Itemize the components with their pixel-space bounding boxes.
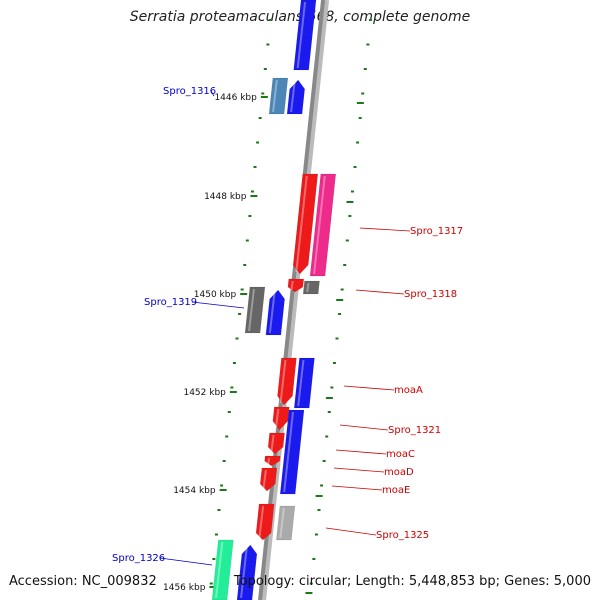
gene-arrow[interactable] <box>286 79 305 115</box>
gene-arrow-moaC[interactable] <box>267 432 285 455</box>
leader-line <box>210 90 215 97</box>
gene-arrow-Spro_1326[interactable] <box>211 539 234 600</box>
gene-highlight <box>240 546 248 599</box>
gene-highlight <box>279 359 287 404</box>
gene-arrow[interactable] <box>236 544 258 600</box>
leader-line <box>343 385 395 391</box>
label-leader-lines: Spro_1316 Spro_1317 Spro_1318 Spro_1319 moaA… <box>112 86 463 566</box>
tick-label: 1446 kbp <box>214 93 257 103</box>
gene-arrow-Spro_1321[interactable] <box>272 406 290 431</box>
gene-arrow-Spro_1318[interactable] <box>287 278 305 293</box>
gene-label[interactable]: Spro_1319 <box>144 297 197 308</box>
gene-arrow[interactable] <box>265 289 285 336</box>
leader-line <box>159 557 213 566</box>
gene-arrow[interactable] <box>255 503 275 541</box>
gene-label[interactable]: Spro_1325 <box>376 530 429 541</box>
leader-line <box>191 301 245 309</box>
genome-summary-text: Topology: circular; Length: 5,448,853 bp… <box>233 574 591 589</box>
tick-label: 1450 kbp <box>194 290 237 300</box>
gene-label[interactable]: moaC <box>386 449 415 460</box>
leader-line <box>331 485 383 491</box>
gene-highlight <box>274 408 280 429</box>
gene-label[interactable]: moaE <box>382 485 410 496</box>
gene-arrow[interactable] <box>279 409 305 495</box>
gene-arrow[interactable] <box>293 0 317 71</box>
gene-highlight <box>306 282 310 293</box>
gene-arrow-Spro_1316[interactable] <box>268 77 289 115</box>
gene-highlight <box>283 411 294 493</box>
leader-line <box>335 449 387 455</box>
gene-label[interactable]: moaA <box>394 385 423 396</box>
gene-highlight <box>290 280 294 291</box>
accession-text: Accession: NC_009832 <box>9 574 157 589</box>
tick-label: 1454 kbp <box>173 486 216 496</box>
gene-highlight <box>258 505 265 539</box>
gene-highlight <box>268 291 276 334</box>
minor-tick-marks <box>209 19 372 585</box>
gene-highlight <box>279 507 285 539</box>
gene-arrow-Spro_1319[interactable] <box>244 286 266 334</box>
gene-highlight <box>270 434 275 453</box>
gene-label[interactable]: Spro_1326 <box>112 553 165 564</box>
tick-label: 1448 kbp <box>204 192 247 202</box>
gene-highlight <box>313 175 326 275</box>
gene-arrow[interactable] <box>277 357 297 406</box>
gene-arrow[interactable] <box>302 280 320 295</box>
gene-label[interactable]: Spro_1317 <box>410 226 463 237</box>
genome-backbone <box>258 0 330 600</box>
gene-arrow-moaE[interactable] <box>259 467 278 492</box>
leader-line <box>339 424 389 431</box>
gene-highlight <box>248 288 255 332</box>
gene-highlight <box>262 469 267 490</box>
gene-highlight <box>290 81 296 113</box>
gene-highlight <box>272 79 278 113</box>
gene-label[interactable]: Spro_1316 <box>163 86 216 97</box>
gene-arrow-Spro_1325[interactable] <box>276 505 296 541</box>
gene-features <box>211 0 337 600</box>
gene-highlight <box>295 175 308 273</box>
gene-arrow-Spro_1317[interactable] <box>309 173 337 277</box>
gene-highlight <box>215 541 224 599</box>
gene-arrow[interactable] <box>292 173 319 275</box>
gene-arrow-moaA[interactable] <box>293 357 315 409</box>
backbone-shadow <box>260 0 330 600</box>
gene-arrow-moaD[interactable] <box>264 455 281 467</box>
tick-label: 1456 kbp <box>163 583 206 593</box>
backbone-line <box>258 0 326 600</box>
leader-line <box>325 527 377 536</box>
leader-line <box>359 227 411 232</box>
gene-label[interactable]: Spro_1318 <box>404 289 457 300</box>
gene-highlight <box>267 457 271 465</box>
tick-label: 1452 kbp <box>183 388 226 398</box>
leader-line <box>333 467 385 473</box>
gene-highlight <box>297 359 305 407</box>
gene-label[interactable]: Spro_1321 <box>388 425 441 436</box>
major-tick-marks: 1446 kbp 1448 kbp 1450 kbp 1452 kbp 1454 kbp… <box>163 93 364 594</box>
gene-label[interactable]: moaD <box>384 467 414 478</box>
gene-highlight <box>296 1 307 69</box>
leader-line <box>355 289 405 295</box>
